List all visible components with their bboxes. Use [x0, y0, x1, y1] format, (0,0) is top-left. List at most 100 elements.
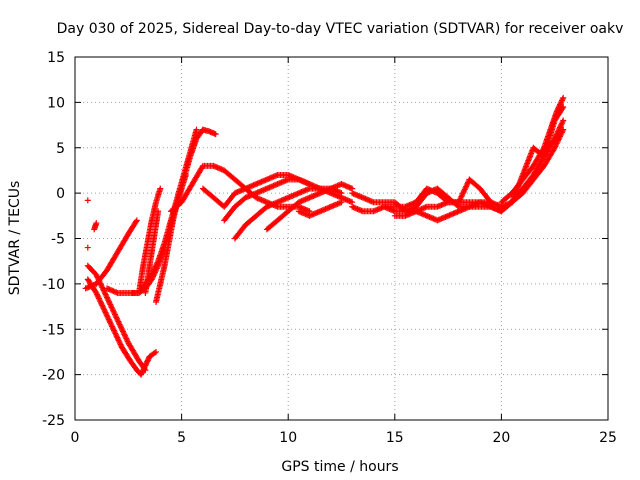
data-point	[114, 336, 121, 343]
data-point	[553, 141, 560, 148]
data-point	[552, 134, 559, 141]
data-point	[554, 128, 561, 135]
data-point	[105, 316, 112, 323]
series-arc-14	[263, 181, 356, 233]
data-point	[111, 329, 118, 336]
data-point	[552, 143, 559, 150]
data-point	[108, 322, 115, 329]
data-point	[554, 130, 561, 137]
data-point	[133, 217, 140, 224]
data-point	[117, 341, 124, 348]
data-point	[557, 100, 564, 107]
data-point	[558, 129, 565, 136]
data-point	[556, 134, 563, 141]
data-point	[99, 302, 106, 309]
x-tick-label: 15	[386, 430, 404, 446]
data-point	[157, 185, 164, 192]
data-point	[551, 135, 558, 142]
series-pt-2	[91, 220, 100, 233]
data-point	[109, 323, 116, 330]
data-point	[102, 309, 109, 316]
data-point	[554, 139, 561, 146]
data-point	[558, 121, 565, 128]
series-arc-2	[84, 262, 149, 374]
data-point	[555, 127, 562, 134]
chart-title: Day 030 of 2025, Sidereal Day-to-day VTE…	[57, 21, 624, 37]
data-point	[142, 367, 149, 374]
data-point	[151, 264, 158, 271]
x-axis-label: GPS time / hours	[281, 459, 398, 475]
data-point	[556, 125, 563, 132]
data-point	[556, 124, 563, 131]
data-point	[553, 132, 560, 139]
data-point	[556, 103, 563, 110]
series-arc-13	[231, 185, 345, 242]
series-layer	[82, 94, 567, 378]
data-point	[559, 127, 566, 134]
x-tick-label: 25	[599, 430, 617, 446]
data-point	[99, 303, 106, 310]
data-point	[101, 308, 108, 315]
data-point	[100, 305, 107, 312]
data-point	[95, 294, 102, 301]
y-tick-label: 15	[47, 50, 65, 66]
data-point	[151, 266, 158, 273]
data-point	[84, 197, 91, 204]
data-point	[560, 117, 567, 124]
data-point	[112, 330, 119, 337]
y-tick-label: -5	[51, 232, 65, 248]
data-point	[558, 130, 565, 137]
data-point	[486, 197, 493, 204]
data-point	[557, 132, 564, 139]
data-point	[104, 313, 111, 320]
data-point	[151, 349, 158, 356]
data-point	[107, 320, 114, 327]
data-point	[560, 94, 567, 101]
y-tick-label: 10	[47, 95, 65, 111]
data-point	[553, 140, 560, 147]
x-tick-label: 0	[71, 430, 80, 446]
data-point	[96, 296, 103, 303]
series-arc-15	[295, 199, 345, 219]
data-point	[95, 295, 102, 302]
data-point	[152, 263, 159, 270]
data-point	[212, 131, 219, 138]
data-point	[105, 315, 112, 322]
series-pt-1	[84, 197, 91, 204]
data-point	[551, 144, 558, 151]
data-point	[103, 312, 110, 319]
series-arc-23	[509, 103, 567, 206]
data-point	[182, 171, 189, 178]
data-point	[115, 337, 122, 344]
data-point	[116, 338, 123, 345]
data-point	[141, 365, 148, 372]
data-point	[558, 97, 565, 104]
data-point	[153, 348, 160, 355]
data-point	[114, 334, 121, 341]
data-point	[155, 208, 162, 215]
data-point	[154, 259, 161, 266]
data-point	[193, 126, 200, 133]
data-point	[107, 319, 114, 326]
series-arc-3	[82, 217, 140, 292]
data-point	[560, 126, 567, 133]
data-point	[101, 306, 108, 313]
data-point	[560, 103, 567, 110]
data-point	[153, 260, 160, 267]
data-point	[109, 324, 116, 331]
data-point	[93, 220, 100, 227]
data-point	[553, 131, 560, 138]
data-point	[113, 331, 119, 338]
data-point	[111, 327, 118, 334]
data-point	[555, 136, 562, 143]
data-point	[556, 133, 563, 140]
data-point	[338, 190, 345, 197]
series-arc-1	[84, 276, 160, 378]
data-point	[153, 262, 160, 269]
y-tick-label: -20	[42, 368, 65, 384]
data-point	[554, 137, 561, 144]
data-point	[84, 244, 91, 251]
data-point	[559, 105, 566, 112]
data-point	[116, 340, 123, 347]
